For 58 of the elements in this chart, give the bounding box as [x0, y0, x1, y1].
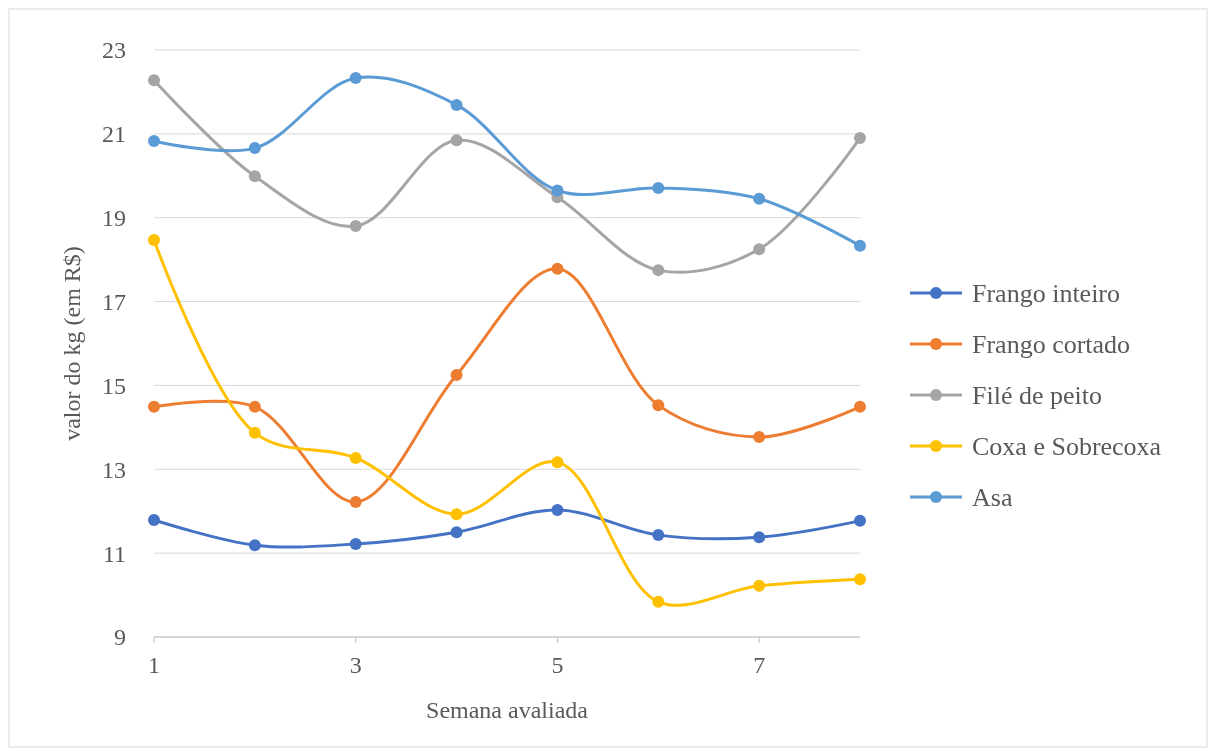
point	[349, 451, 362, 464]
point	[652, 399, 665, 412]
point	[148, 74, 160, 87]
y-tick-label: 9	[114, 624, 126, 651]
point	[854, 400, 866, 413]
point	[248, 400, 261, 413]
point	[349, 220, 362, 233]
legend-label: Frango inteiro	[972, 279, 1121, 309]
point	[854, 514, 866, 527]
point	[148, 400, 160, 413]
point	[148, 233, 160, 246]
point	[248, 539, 261, 552]
point	[248, 426, 261, 439]
point	[148, 514, 160, 527]
point	[349, 72, 362, 85]
legend-label: Coxa e Sobrecoxa	[972, 432, 1162, 462]
x-tick-label: 5	[551, 652, 564, 678]
point	[551, 184, 564, 197]
point	[248, 170, 261, 183]
point	[349, 495, 362, 508]
point	[148, 134, 160, 147]
point	[854, 239, 866, 252]
x-tick-label: 7	[753, 652, 766, 678]
point	[450, 368, 463, 381]
x-axis-title: Semana avaliada	[426, 697, 589, 723]
point	[551, 503, 564, 516]
y-tick-label: 11	[102, 540, 126, 567]
x-tick-label: 1	[148, 652, 160, 678]
point	[349, 537, 362, 550]
point	[753, 431, 766, 443]
point	[652, 529, 665, 542]
point	[652, 264, 665, 277]
y-tick-label: 15	[102, 372, 126, 399]
point	[248, 142, 261, 155]
legend-label: Frango cortado	[972, 330, 1131, 360]
legend-label: Filé de peito	[972, 381, 1102, 411]
point	[450, 98, 463, 111]
point	[854, 573, 866, 586]
point	[753, 579, 766, 592]
y-tick-label: 17	[102, 288, 126, 315]
point	[753, 531, 766, 544]
legend-label: Asa	[972, 483, 1013, 513]
point	[753, 192, 766, 205]
point	[450, 508, 463, 521]
point	[652, 595, 665, 608]
point	[551, 456, 564, 469]
y-tick-label: 21	[102, 121, 126, 148]
y-tick-label: 23	[102, 37, 126, 64]
point	[551, 262, 564, 275]
point	[652, 181, 665, 194]
x-tick-label: 3	[349, 652, 362, 678]
point	[450, 134, 463, 147]
point	[753, 243, 766, 256]
point	[450, 526, 463, 539]
y-axis-title: valor do kg (em R$)	[59, 246, 85, 441]
point	[854, 132, 866, 145]
y-tick-label: 19	[102, 205, 126, 232]
y-tick-label: 13	[102, 456, 126, 483]
